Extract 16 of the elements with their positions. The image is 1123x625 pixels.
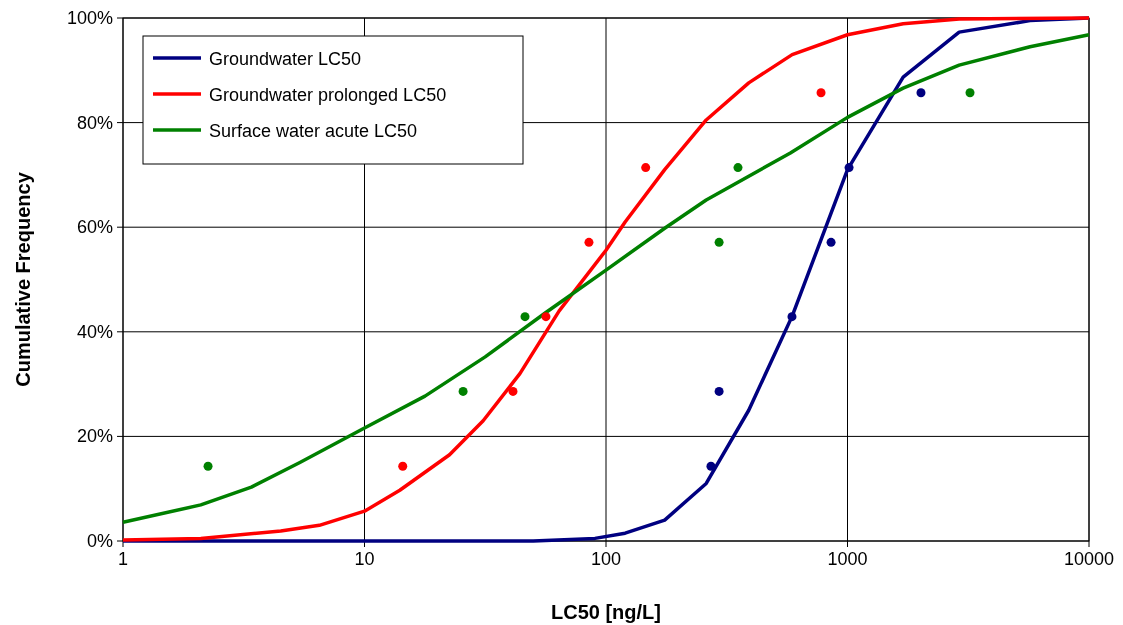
legend-label: Surface water acute LC50	[209, 121, 418, 141]
y-tick-label: 0%	[86, 531, 113, 551]
x-tick-label: 10	[354, 549, 375, 569]
y-tick-label: 20%	[76, 426, 113, 447]
legend-label: Groundwater prolonged LC50	[209, 85, 447, 105]
y-tick-label: 100%	[66, 8, 113, 28]
y-tick-label: 40%	[76, 321, 113, 342]
x-tick-label: 100	[590, 549, 622, 569]
x-tick-label: 10000	[1063, 549, 1115, 569]
y-tick-label: 80%	[76, 112, 113, 133]
legend-label: Groundwater LC50	[209, 49, 362, 69]
x-axis-title: LC50 [ng/L]	[551, 601, 661, 623]
y-axis-title: Cumulative Frequency	[12, 171, 34, 387]
x-tick-label: 1	[117, 549, 129, 569]
y-tick-label: 60%	[76, 217, 113, 238]
x-tick-label: 1000	[827, 549, 868, 569]
